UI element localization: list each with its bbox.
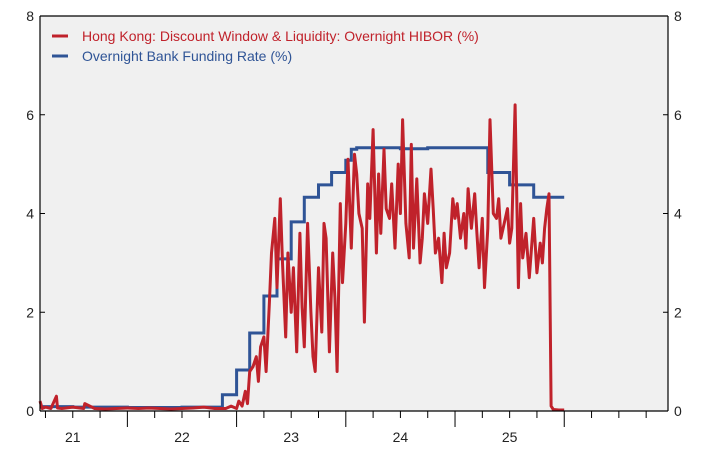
y-tick-label-left: 6 <box>26 107 34 123</box>
legend: Hong Kong: Discount Window & Liquidity: … <box>52 28 479 64</box>
legend-label-obfr: Overnight Bank Funding Rate (%) <box>82 48 292 64</box>
y-tick-label-right: 2 <box>674 304 682 320</box>
y-tick-label-left: 8 <box>26 8 34 24</box>
y-tick-label-left: 2 <box>26 304 34 320</box>
y-tick-label-right: 0 <box>674 403 682 419</box>
y-tick-label-right: 8 <box>674 8 682 24</box>
y-tick-label-right: 4 <box>674 206 682 222</box>
plot-area <box>40 16 668 411</box>
x-tick-label: 25 <box>502 429 518 445</box>
legend-label-hibor: Hong Kong: Discount Window & Liquidity: … <box>82 28 479 44</box>
y-tick-label-left: 0 <box>26 403 34 419</box>
series-layer <box>38 103 565 412</box>
x-tick-label: 24 <box>393 429 409 445</box>
ticks-layer: 0 02 24 46 68 821 22 23 24 25 <box>26 8 682 445</box>
x-tick-label: 23 <box>283 429 299 445</box>
x-tick-label: 22 <box>174 429 190 445</box>
y-tick-label-left: 4 <box>26 206 34 222</box>
x-tick-label: 21 <box>65 429 81 445</box>
series-line-hibor <box>38 103 565 412</box>
y-tick-label-right: 6 <box>674 107 682 123</box>
